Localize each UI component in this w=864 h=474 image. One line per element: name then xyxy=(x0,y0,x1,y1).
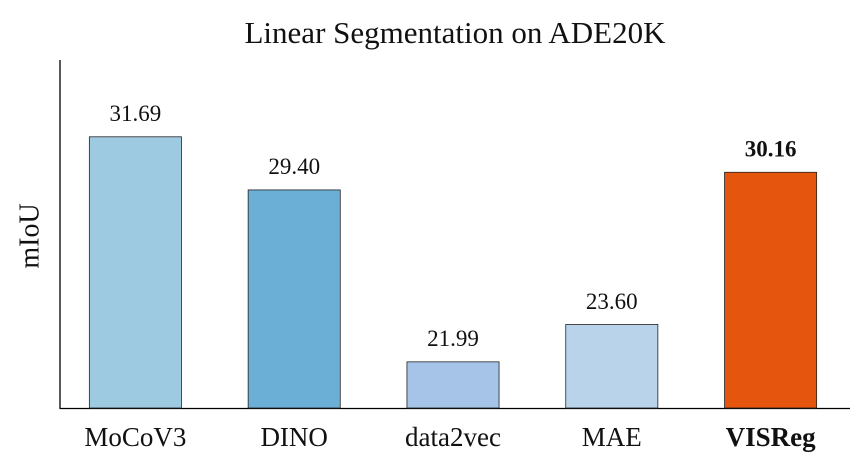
bar xyxy=(565,324,659,409)
chart-title: Linear Segmentation on ADE20K xyxy=(245,15,667,50)
x-tick-label: VISReg xyxy=(726,422,817,452)
y-axis-label: mIoU xyxy=(14,203,45,268)
x-tick-label: data2vec xyxy=(405,422,501,452)
value-label: 23.60 xyxy=(586,289,638,314)
x-tick-label: MoCoV3 xyxy=(84,422,186,452)
x-tick-label: MAE xyxy=(582,422,642,452)
bar xyxy=(724,171,818,409)
value-label: 30.16 xyxy=(745,137,797,162)
value-label: 29.40 xyxy=(268,154,320,179)
bar xyxy=(406,361,500,409)
bar xyxy=(88,136,182,409)
x-tick-label: DINO xyxy=(260,422,328,452)
value-label: 21.99 xyxy=(427,326,479,351)
value-label: 31.69 xyxy=(110,101,162,126)
bar xyxy=(247,189,341,409)
